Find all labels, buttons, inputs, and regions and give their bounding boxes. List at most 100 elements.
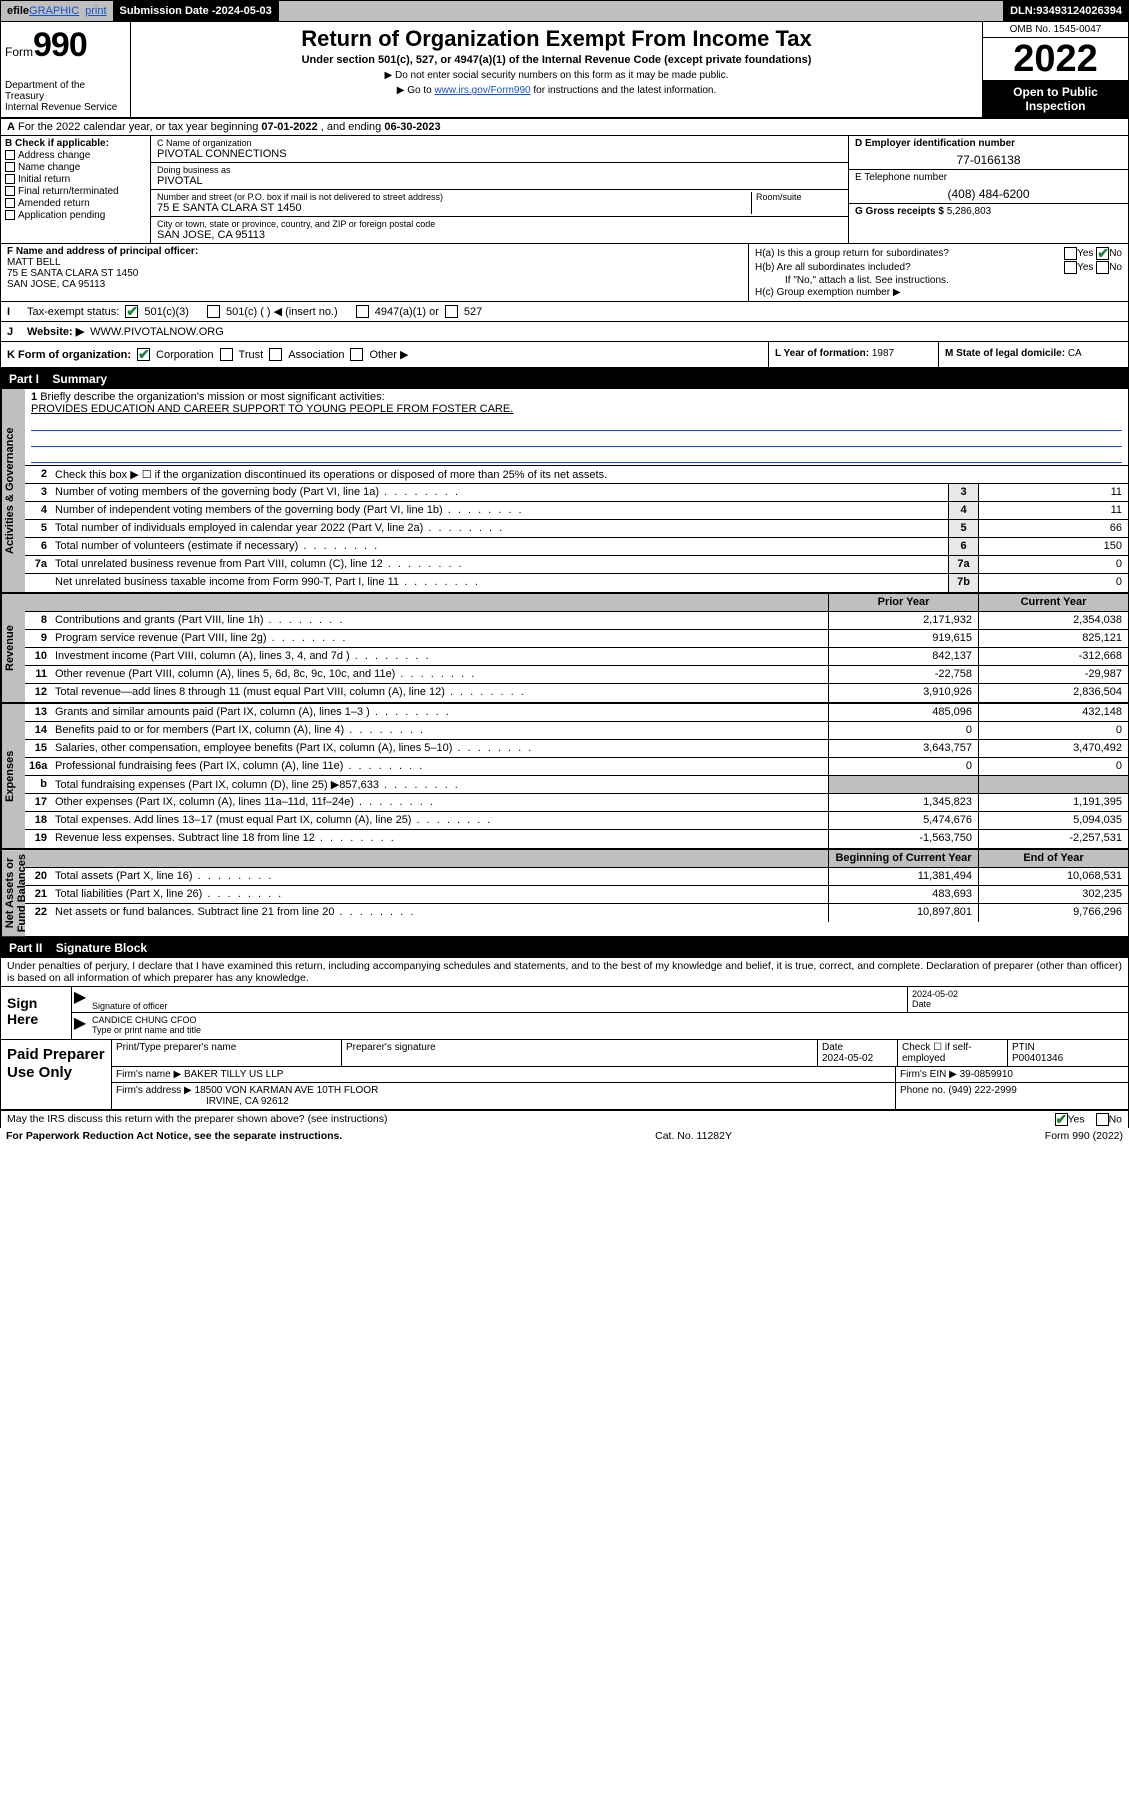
chk-trust[interactable] xyxy=(220,348,233,361)
h-b-line: H(b) Are all subordinates included? Yes … xyxy=(755,261,1122,274)
chk-4947[interactable] xyxy=(356,305,369,318)
h-yes-1: Yes xyxy=(1077,248,1093,259)
officer-title-label: Type or print name and title xyxy=(92,1025,1124,1035)
gov-row-7a: 7aTotal unrelated business revenue from … xyxy=(25,556,1128,574)
chk-amended-return[interactable]: Amended return xyxy=(5,198,146,209)
rev-row-9: 9Program service revenue (Part VIII, lin… xyxy=(25,630,1128,648)
efile-graphic-link[interactable]: GRAPHIC xyxy=(29,5,79,17)
check-self-employed[interactable]: Check ☐ if self-employed xyxy=(898,1040,1008,1066)
header-right: OMB No. 1545-0047 2022 Open to Public In… xyxy=(982,22,1128,117)
firm-phone-value: (949) 222-2999 xyxy=(948,1085,1016,1096)
h-a-line: H(a) Is this a group return for subordin… xyxy=(755,247,1122,260)
discuss-no[interactable] xyxy=(1096,1113,1109,1126)
exp-row-13: 13Grants and similar amounts paid (Part … xyxy=(25,704,1128,722)
gov-row-7b: Net unrelated business taxable income fr… xyxy=(25,574,1128,592)
sig-officer-label: Signature of officer xyxy=(92,1001,903,1011)
l-value: 1987 xyxy=(872,348,894,359)
gov-desc: Total number of individuals employed in … xyxy=(51,520,948,537)
chk-name-change[interactable]: Name change xyxy=(5,162,146,173)
exp-desc: Benefits paid to or for members (Part IX… xyxy=(51,722,828,739)
firm-name-label: Firm's name ▶ xyxy=(116,1069,184,1080)
sig-arrow-1-icon: ▶ xyxy=(72,987,88,1012)
line-1-mission: 1 Briefly describe the organization's mi… xyxy=(25,389,1128,466)
exp-current: 3,470,492 xyxy=(978,740,1128,757)
chk-other[interactable] xyxy=(350,348,363,361)
discuss-yes-label: Yes xyxy=(1068,1114,1085,1126)
chk-address-change-label: Address change xyxy=(18,150,90,161)
chk-application-pending[interactable]: Application pending xyxy=(5,210,146,221)
side-net-assets: Net Assets or Fund Balances xyxy=(1,850,25,936)
rev-num: 8 xyxy=(25,612,51,629)
gov-val: 66 xyxy=(978,520,1128,537)
col-prior-year: Prior Year xyxy=(828,594,978,611)
exp-desc: Other expenses (Part IX, column (A), lin… xyxy=(51,794,828,811)
rev-num: 9 xyxy=(25,630,51,647)
gov-val: 150 xyxy=(978,538,1128,555)
sig-date-label: Date xyxy=(912,999,1124,1009)
h-c-line: H(c) Group exemption number ▶ xyxy=(755,287,1122,298)
side-revenue: Revenue xyxy=(1,594,25,702)
exp-row-b: bTotal fundraising expenses (Part IX, co… xyxy=(25,776,1128,794)
h-b-no[interactable] xyxy=(1096,261,1109,274)
chk-final-return-label: Final return/terminated xyxy=(18,186,119,197)
exp-desc: Grants and similar amounts paid (Part IX… xyxy=(51,704,828,721)
rev-desc: Other revenue (Part VIII, column (A), li… xyxy=(51,666,828,683)
f-name: MATT BELL xyxy=(7,257,742,268)
rev-prior: 919,615 xyxy=(828,630,978,647)
h-a-no[interactable] xyxy=(1096,247,1109,260)
gov-row-6: 6Total number of volunteers (estimate if… xyxy=(25,538,1128,556)
h-b-yes[interactable] xyxy=(1064,261,1077,274)
exp-prior: 485,096 xyxy=(828,704,978,721)
efile-prefix: efile xyxy=(7,5,29,17)
chk-527[interactable] xyxy=(445,305,458,318)
rev-current: -312,668 xyxy=(978,648,1128,665)
h-b-label: H(b) Are all subordinates included? xyxy=(755,262,911,273)
gov-num: 3 xyxy=(25,484,51,501)
chk-initial-return[interactable]: Initial return xyxy=(5,174,146,185)
firm-name-value: BAKER TILLY US LLP xyxy=(184,1069,284,1080)
expenses-body: 13Grants and similar amounts paid (Part … xyxy=(25,704,1128,848)
col-begin-year: Beginning of Current Year xyxy=(828,850,978,867)
discuss-yes[interactable] xyxy=(1055,1113,1068,1126)
c-city-label: City or town, state or province, country… xyxy=(157,219,842,229)
chk-association[interactable] xyxy=(269,348,282,361)
h-a-label: H(a) Is this a group return for subordin… xyxy=(755,248,949,259)
sign-here-block: Sign Here ▶ Signature of officer 2024-05… xyxy=(0,987,1129,1040)
e-phone-value: (408) 484-6200 xyxy=(855,187,1122,201)
tax-year: 2022 xyxy=(983,38,1128,81)
e-phone-row: E Telephone number (408) 484-6200 xyxy=(849,170,1128,204)
h-no-1: No xyxy=(1109,248,1122,259)
f-label: F Name and address of principal officer: xyxy=(7,246,742,257)
j-value: WWW.PIVOTALNOW.ORG xyxy=(90,326,224,338)
gov-num: 7a xyxy=(25,556,51,573)
h-a-yes[interactable] xyxy=(1064,247,1077,260)
submission-date-value: 2024-05-03 xyxy=(216,5,272,17)
form990-link[interactable]: www.irs.gov/Form990 xyxy=(434,85,530,96)
row-a-tax-year: A For the 2022 calendar year, or tax yea… xyxy=(0,119,1129,136)
firm-name-cell: Firm's name ▶ BAKER TILLY US LLP xyxy=(112,1067,896,1082)
part-1-body: Activities & Governance 1 Briefly descri… xyxy=(0,389,1129,938)
chk-501c[interactable] xyxy=(207,305,220,318)
exp-num: 17 xyxy=(25,794,51,811)
footer-mid: Cat. No. 11282Y xyxy=(655,1130,732,1142)
chk-corporation[interactable] xyxy=(137,348,150,361)
efile-print-link[interactable]: print xyxy=(85,5,106,17)
i-4947: 4947(a)(1) or xyxy=(375,306,439,318)
note2-post: for instructions and the latest informat… xyxy=(531,85,717,96)
rev-current: 2,354,038 xyxy=(978,612,1128,629)
rev-row-12: 12Total revenue—add lines 8 through 11 (… xyxy=(25,684,1128,702)
exp-num: b xyxy=(25,776,51,793)
sig-officer-cell: Signature of officer xyxy=(88,987,908,1012)
chk-final-return[interactable]: Final return/terminated xyxy=(5,186,146,197)
officer-name-cell: CANDICE CHUNG CFOO Type or print name an… xyxy=(88,1013,1128,1039)
d-ein-label: D Employer identification number xyxy=(855,138,1122,149)
row-fh: F Name and address of principal officer:… xyxy=(0,244,1129,302)
rowA-end: 06-30-2023 xyxy=(384,121,440,133)
footer-right: Form 990 (2022) xyxy=(1045,1130,1123,1142)
col-k-form-org: K Form of organization: Corporation Trus… xyxy=(1,342,768,367)
chk-address-change[interactable]: Address change xyxy=(5,150,146,161)
net-prior: 10,897,801 xyxy=(828,904,978,922)
open-to-public: Open to Public Inspection xyxy=(983,81,1128,117)
net-prior: 483,693 xyxy=(828,886,978,903)
chk-501c3[interactable] xyxy=(125,305,138,318)
